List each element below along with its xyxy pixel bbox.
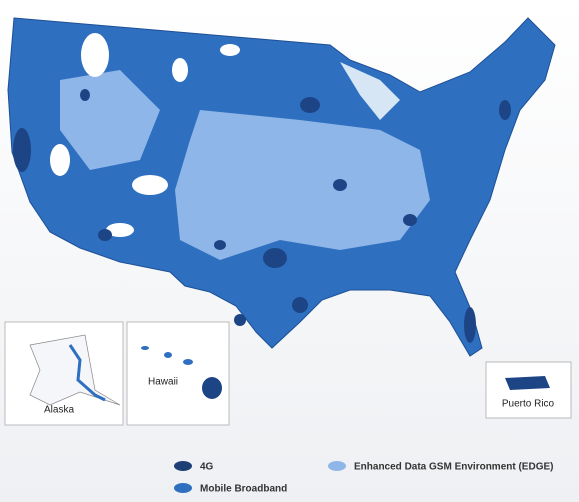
inset-puerto-rico: Puerto Rico — [485, 361, 572, 419]
legend: 4G Mobile Broadband Enhanced Data GSM En… — [174, 461, 553, 495]
inset-label: Alaska — [44, 405, 74, 416]
legend-swatch — [328, 461, 346, 471]
legend-label: Enhanced Data GSM Environment (EDGE) — [354, 462, 553, 473]
inset-hawaii: Hawaii — [126, 321, 230, 426]
inset-alaska: Alaska — [4, 321, 124, 426]
no-coverage — [50, 33, 400, 237]
edge-region — [175, 110, 430, 260]
4g-area — [13, 89, 511, 343]
legend-label: Mobile Broadband — [200, 484, 287, 495]
legend-label: 4G — [200, 462, 214, 473]
legend-swatch — [174, 461, 192, 471]
inset-label: Hawaii — [148, 377, 178, 388]
inset-label: Puerto Rico — [502, 399, 555, 410]
legend-swatch — [174, 483, 192, 493]
